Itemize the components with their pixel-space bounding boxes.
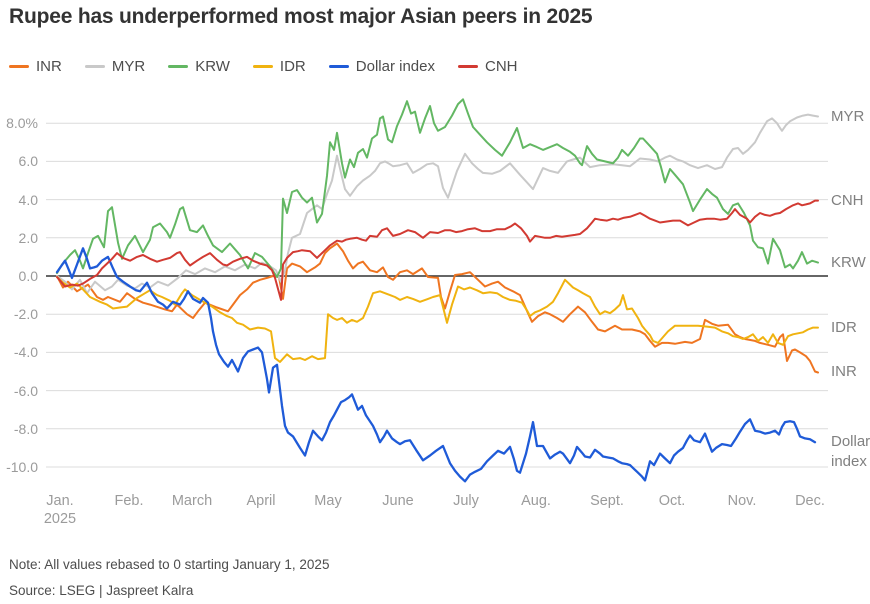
y-tick-label: 6.0 [18,153,38,170]
legend-item-krw: KRW [168,58,230,75]
legend-label: CNH [484,58,518,75]
x-tick-sublabel: 2025 [43,511,77,527]
legend-swatch-icon [9,65,29,68]
series-line-krw [56,98,819,278]
legend-swatch-icon [457,65,478,68]
x-tick-label: Jan. 2025 [28,492,92,528]
y-tick-label: -2.0 [13,306,38,323]
chart-note: Note: All values rebased to 0 starting J… [9,557,330,572]
series-line-cnh [56,199,819,301]
series-end-label-inr: INR [831,363,857,381]
legend-swatch-icon [252,65,273,68]
x-tick-label: June [382,493,414,509]
legend-item-myr: MYR [84,58,146,75]
legend-label: INR [36,58,62,75]
series-end-label-idr: IDR [831,318,857,336]
x-tick-label: Dec. [795,493,825,509]
x-tick-label: Nov. [727,493,757,509]
legend-item-cnh: CNH [457,58,518,75]
series-end-label-krw: KRW [831,253,866,271]
legend-item-idr: IDR [252,58,306,75]
series-line-myr [56,113,819,295]
legend-swatch-icon [84,65,105,68]
legend-label: Dollar index [355,58,435,75]
legend-label: KRW [195,58,230,75]
x-tick-label: May [314,493,342,509]
legend-swatch-icon [168,65,189,68]
y-tick-label: -10.0 [6,459,38,475]
series-end-label-dollar-index: Dollar index [831,433,870,471]
legend-swatch-icon [328,65,349,68]
legend-item-inr: INR [9,58,62,75]
y-tick-label: 4.0 [18,191,38,208]
legend-label: MYR [111,58,146,75]
x-tick-label: Feb. [114,493,144,509]
series-line-inr [56,242,819,374]
y-tick-label: 8.0% [6,115,38,132]
y-tick-label: 0.0 [18,268,38,284]
x-tick-label: July [453,493,479,509]
legend: INR MYR KRW IDR Dollar index CNH [9,58,517,75]
y-tick-label: -6.0 [13,382,38,399]
x-tick-label: April [246,493,276,509]
chart-title: Rupee has underperformed most major Asia… [9,5,593,28]
x-tick-label: Oct. [658,493,686,509]
x-tick-label: March [171,493,213,509]
series-line-idr [56,276,819,363]
y-tick-label: -4.0 [13,344,38,361]
series-end-label-cnh: CNH [831,191,864,209]
legend-label: IDR [279,58,306,75]
legend-item-dollar-index: Dollar index [328,58,435,75]
series-line-dollar-index [55,247,817,483]
x-tick-label: Sept. [590,493,624,509]
chart-source: Source: LSEG | Jaspreet Kalra [9,583,194,598]
series-end-label-myr: MYR [831,107,865,125]
y-tick-label: 2.0 [18,229,38,246]
x-tick-label: Aug. [521,493,551,509]
y-tick-label: -8.0 [13,420,38,437]
